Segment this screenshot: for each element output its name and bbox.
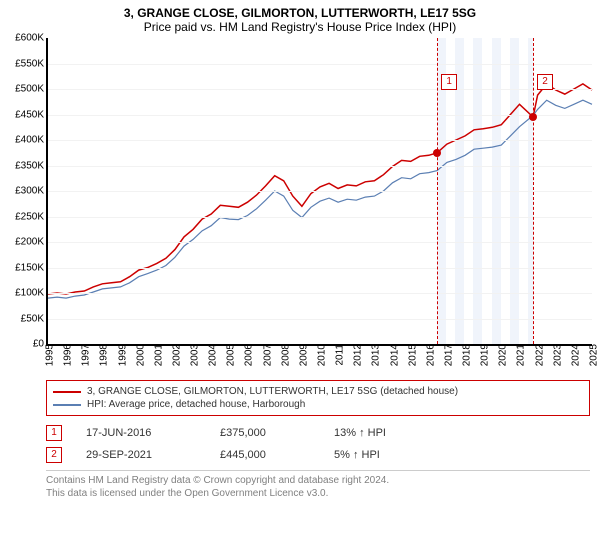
xtick-label: 1999 (113, 344, 128, 366)
sale-price: £445,000 (220, 449, 310, 461)
sale-diff: 13% ↑ HPI (334, 427, 386, 439)
xtick-label: 2016 (421, 344, 436, 366)
legend-label: 3, GRANGE CLOSE, GILMORTON, LUTTERWORTH,… (87, 386, 458, 397)
xtick-label: 2022 (530, 344, 545, 366)
sale-date: 29-SEP-2021 (86, 449, 196, 461)
footer-line-1: Contains HM Land Registry data © Crown c… (46, 475, 590, 488)
sale-row: 1 17-JUN-2016 £375,000 13% ↑ HPI (46, 422, 590, 444)
title-sub: Price paid vs. HM Land Registry's House … (0, 20, 600, 38)
xtick-label: 2007 (258, 344, 273, 366)
xtick-label: 2004 (204, 344, 219, 366)
ytick-label: £200K (15, 237, 48, 248)
event-point (529, 113, 537, 121)
sale-marker: 1 (46, 425, 62, 441)
xtick-label: 2014 (385, 344, 400, 366)
xtick-label: 2013 (367, 344, 382, 366)
sale-row: 2 29-SEP-2021 £445,000 5% ↑ HPI (46, 444, 590, 466)
xtick-label: 2015 (403, 344, 418, 366)
xtick-label: 2008 (276, 344, 291, 366)
xtick-label: 2020 (494, 344, 509, 366)
grid-line (48, 268, 592, 269)
event-marker: 2 (537, 74, 553, 90)
legend-swatch (53, 404, 81, 406)
xtick-label: 2003 (186, 344, 201, 366)
xtick-label: 2011 (331, 344, 346, 366)
ytick-label: £450K (15, 109, 48, 120)
ytick-label: £550K (15, 58, 48, 69)
grid-line (48, 217, 592, 218)
legend-box: 3, GRANGE CLOSE, GILMORTON, LUTTERWORTH,… (46, 380, 590, 416)
event-point (433, 149, 441, 157)
grid-line (48, 319, 592, 320)
ytick-label: £400K (15, 135, 48, 146)
grid-line (48, 293, 592, 294)
ytick-label: £350K (15, 160, 48, 171)
xtick-label: 2001 (149, 344, 164, 366)
xtick-label: 2006 (240, 344, 255, 366)
xtick-label: 2012 (349, 344, 364, 366)
sale-marker: 2 (46, 447, 62, 463)
grid-line (48, 191, 592, 192)
sale-price: £375,000 (220, 427, 310, 439)
legend-row: 3, GRANGE CLOSE, GILMORTON, LUTTERWORTH,… (53, 385, 583, 398)
xtick-label: 2005 (222, 344, 237, 366)
grid-line (48, 115, 592, 116)
xtick-label: 1996 (59, 344, 74, 366)
grid-line (48, 64, 592, 65)
ytick-label: £300K (15, 186, 48, 197)
sale-date: 17-JUN-2016 (86, 427, 196, 439)
sale-diff: 5% ↑ HPI (334, 449, 380, 461)
xtick-label: 2010 (313, 344, 328, 366)
legend-label: HPI: Average price, detached house, Harb… (87, 399, 305, 410)
footer-divider (46, 470, 590, 471)
chart-container: 3, GRANGE CLOSE, GILMORTON, LUTTERWORTH,… (0, 0, 600, 560)
xtick-label: 2000 (131, 344, 146, 366)
xtick-label: 2009 (294, 344, 309, 366)
ytick-label: £50K (21, 313, 48, 324)
xtick-label: 1998 (95, 344, 110, 366)
ytick-label: £150K (15, 262, 48, 273)
xtick-label: 2018 (458, 344, 473, 366)
legend-swatch (53, 391, 81, 393)
event-vline (533, 38, 534, 344)
xtick-label: 2002 (167, 344, 182, 366)
grid-line (48, 166, 592, 167)
xtick-label: 2021 (512, 344, 527, 366)
xtick-label: 2025 (585, 344, 600, 366)
plot-area: £0£50K£100K£150K£200K£250K£300K£350K£400… (46, 38, 592, 346)
grid-line (48, 140, 592, 141)
ytick-label: £100K (15, 288, 48, 299)
xtick-label: 1997 (77, 344, 92, 366)
grid-line (48, 242, 592, 243)
xtick-label: 2019 (476, 344, 491, 366)
event-marker: 1 (441, 74, 457, 90)
footer-line-2: This data is licensed under the Open Gov… (46, 488, 590, 501)
footer-text: Contains HM Land Registry data © Crown c… (46, 475, 590, 500)
ytick-label: £600K (15, 33, 48, 44)
xtick-label: 2024 (566, 344, 581, 366)
title-main: 3, GRANGE CLOSE, GILMORTON, LUTTERWORTH,… (0, 0, 600, 20)
ytick-label: £250K (15, 211, 48, 222)
grid-line (48, 89, 592, 90)
ytick-label: £500K (15, 84, 48, 95)
xtick-label: 2023 (548, 344, 563, 366)
legend-row: HPI: Average price, detached house, Harb… (53, 398, 583, 411)
xtick-label: 1995 (41, 344, 56, 366)
event-vline (437, 38, 438, 344)
sales-section: 1 17-JUN-2016 £375,000 13% ↑ HPI 2 29-SEP-202… (46, 422, 590, 466)
xtick-label: 2017 (439, 344, 454, 366)
